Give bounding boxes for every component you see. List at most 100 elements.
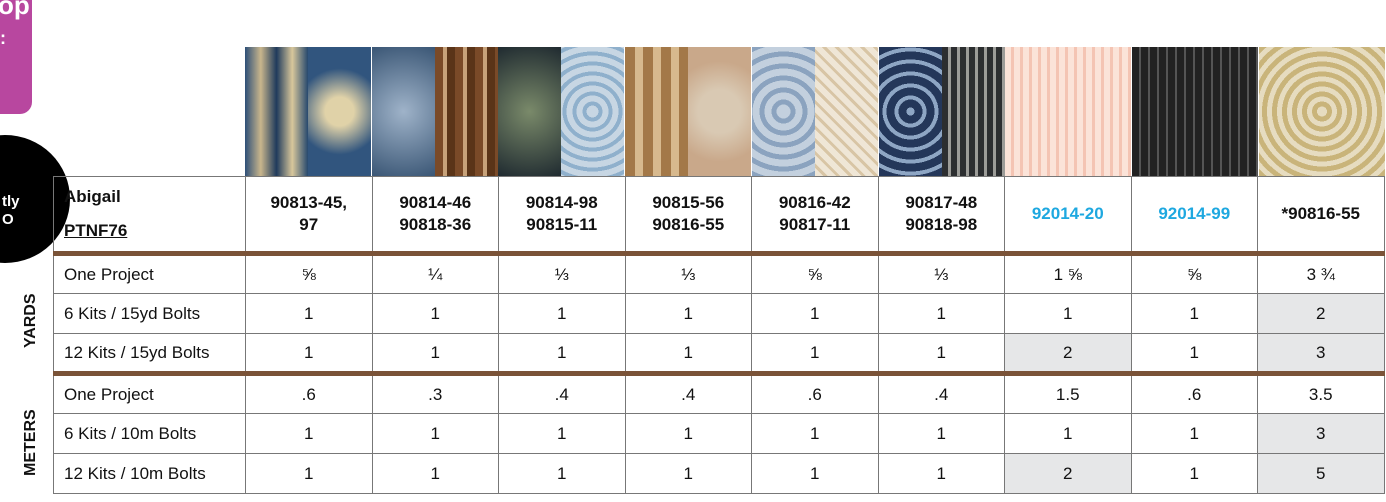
row-label: 6 Kits / 15yd Bolts: [53, 293, 246, 334]
quantity-cell: ¼: [371, 251, 499, 294]
quantity-cell: 3 ¾: [1257, 251, 1385, 294]
fabric-column-header: 90817-48 90818-98: [877, 176, 1005, 254]
table-row: 12 Kits / 10m Bolts 1 1 1 1 1 1 2 1 5: [53, 453, 1385, 494]
meters-label: METERS: [22, 409, 39, 476]
quantity-cell: ⅝: [1130, 251, 1258, 294]
quantity-cell: .3: [371, 371, 499, 414]
quantity-cell: 3: [1257, 413, 1385, 454]
promo-text: op: [0, 0, 30, 20]
quantity-cell: 1 ⅝: [1004, 251, 1132, 294]
quantity-cell: 1: [751, 413, 879, 454]
quantity-cell: .6: [1130, 371, 1258, 414]
table-row: One Project .6.3.4.4.6.4 1.5.6 3.5: [53, 371, 1385, 414]
promo-text-2: :: [0, 28, 6, 48]
quantity-cell: 2: [1004, 333, 1132, 374]
quantity-cell: 1: [498, 333, 626, 374]
quantity-cell: 1: [877, 333, 1005, 374]
quantity-cell: ⅓: [498, 251, 626, 294]
fabric-code-2: 90817-11: [779, 215, 851, 234]
fabric-swatch: [878, 47, 1005, 176]
quantity-cell: 2: [1004, 453, 1132, 494]
quantity-cell: 1.5: [1004, 371, 1132, 414]
fabric-column-header: *90816-55: [1257, 176, 1385, 254]
quantity-cell: 1: [1004, 293, 1132, 334]
quantity-cell: 1: [624, 413, 752, 454]
quantity-cell: .4: [624, 371, 752, 414]
quantity-cell: 1: [371, 453, 499, 494]
fabric-swatch: [1131, 47, 1258, 176]
fabric-column-header: 90815-56 90816-55: [624, 176, 752, 254]
quantity-cell: .4: [877, 371, 1005, 414]
quantity-cell: 1: [245, 333, 373, 374]
fabric-column-header: 90813-45, 97: [245, 176, 373, 254]
row-label: 6 Kits / 10m Bolts: [53, 413, 246, 454]
fabric-swatch: [371, 47, 498, 176]
quantity-cell: 1: [751, 333, 879, 374]
fabric-column-header: 90814-98 90815-11: [498, 176, 626, 254]
row-label: 12 Kits / 15yd Bolts: [53, 333, 246, 374]
fabric-code-2: 90818-98: [905, 215, 978, 234]
quantity-cell: 1: [751, 453, 879, 494]
quantity-cell: 1: [1004, 413, 1132, 454]
fabric-swatch: [1258, 47, 1385, 176]
quantity-cell: 1: [371, 333, 499, 374]
quantity-cell: .6: [245, 371, 373, 414]
table-row: 6 Kits / 15yd Bolts 1 1 1 1 1 1 1 1 2: [53, 293, 1385, 334]
fabric-code: *90816-55: [1281, 204, 1360, 223]
fabric-code-2: 90816-55: [652, 215, 725, 234]
quantity-cell: 1: [498, 413, 626, 454]
badge-text-2: O: [2, 211, 14, 228]
fabric-swatch: [498, 47, 625, 176]
table-row: 6 Kits / 10m Bolts 1 1 1 1 1 1 1 1 3: [53, 413, 1385, 454]
fabric-column-header: 92014-20: [1004, 176, 1132, 254]
quantity-cell: 1: [1130, 333, 1258, 374]
quantity-cell: 1: [624, 333, 752, 374]
fabric-code: 90816-42: [778, 193, 851, 212]
badge-text: tly: [2, 193, 20, 210]
fabric-code: 90814-98: [525, 193, 598, 212]
quantity-cell: 1: [1130, 293, 1258, 334]
quantity-cell: 3.5: [1257, 371, 1385, 414]
quantity-cell: .6: [751, 371, 879, 414]
fabric-swatch: [1005, 47, 1132, 176]
quantity-cell: 2: [1257, 293, 1385, 334]
quantity-cell: 1: [624, 293, 752, 334]
kit-name-cell: Abigail PTNF76: [53, 176, 246, 254]
fabric-code: 92014-99: [1158, 204, 1231, 223]
kit-name: Abigail: [64, 187, 121, 206]
fabric-column-header: 92014-99: [1130, 176, 1258, 254]
table-row: 12 Kits / 15yd Bolts 1 1 1 1 1 1 2 1 3: [53, 333, 1385, 374]
fabric-code: 90815-56: [652, 193, 725, 212]
fabric-swatch: [751, 47, 878, 176]
fabric-code: 92014-20: [1031, 204, 1104, 223]
fabric-code-2: 90818-36: [399, 215, 472, 234]
quantity-cell: 1: [245, 413, 373, 454]
fabric-code-2: 97: [299, 215, 319, 234]
quantity-cell: 5: [1257, 453, 1385, 494]
quantity-cell: .4: [498, 371, 626, 414]
quantity-cell: 1: [371, 293, 499, 334]
fabric-column-header: 90816-42 90817-11: [751, 176, 879, 254]
fabric-code: 90817-48: [905, 193, 978, 212]
row-label: 12 Kits / 10m Bolts: [53, 453, 246, 494]
quantity-cell: 1: [1130, 453, 1258, 494]
kit-code: PTNF76: [64, 221, 128, 240]
quantity-cell: ⅓: [624, 251, 752, 294]
quantity-cell: ⅝: [245, 251, 373, 294]
quantity-cell: 3: [1257, 333, 1385, 374]
fabric-code: 90813-45,: [270, 193, 348, 212]
fabric-requirements-table: Abigail PTNF76 90813-45, 97 90814-46 90818-36…: [53, 176, 1385, 494]
quantity-cell: 1: [245, 293, 373, 334]
quantity-cell: 1: [877, 293, 1005, 334]
fabric-swatch: [625, 47, 752, 176]
fabric-code-2: 90815-11: [526, 215, 598, 234]
row-label: One Project: [53, 251, 246, 294]
quantity-cell: 1: [1130, 413, 1258, 454]
quantity-cell: 1: [624, 453, 752, 494]
row-label: One Project: [53, 371, 246, 414]
fabric-swatch: [245, 47, 371, 176]
quantity-cell: 1: [498, 293, 626, 334]
fabric-column-header: 90814-46 90818-36: [371, 176, 499, 254]
quantity-cell: ⅝: [751, 251, 879, 294]
